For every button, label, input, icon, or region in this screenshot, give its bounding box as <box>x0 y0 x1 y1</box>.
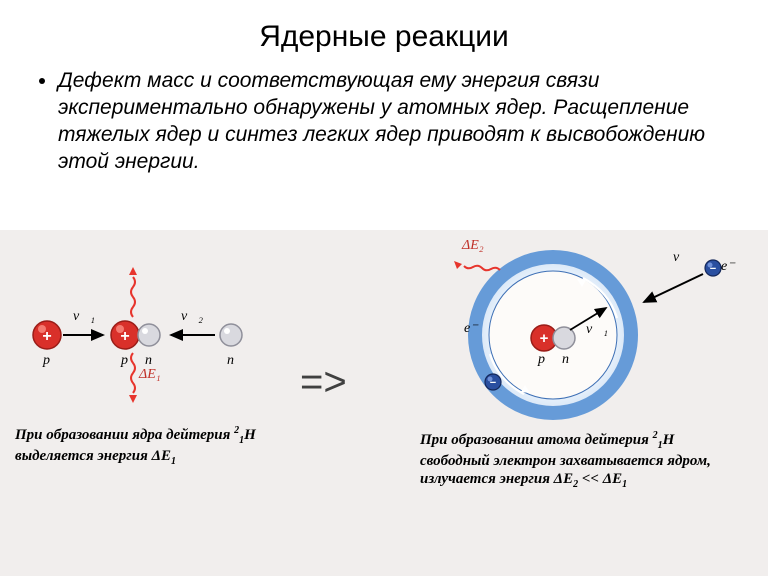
label-e1: e⁻ <box>464 320 478 337</box>
svg-text:−: − <box>490 377 496 389</box>
label-nr: n <box>562 352 569 368</box>
label-p2: p <box>121 353 128 369</box>
diagram-area: + + p p n n v⃗₁ v⃗₂ ΔE₁ <box>0 230 768 576</box>
slide-title: Ядерные реакции <box>0 0 768 54</box>
label-v1r: v⃗₁ <box>586 322 608 338</box>
bullet-1: Дефект масс и соответствующая ему энерги… <box>58 68 732 176</box>
svg-text:+: + <box>120 328 129 345</box>
caption-left: При образовании ядра дейтерия 21H выделя… <box>15 425 265 468</box>
label-n2: n <box>227 353 234 369</box>
label-v2: v⃗₂ <box>181 309 203 325</box>
label-v1: v⃗₁ <box>73 309 95 325</box>
caption-right: При образовании атома дейтерия 21H свобо… <box>420 430 740 491</box>
left-diagram: + + p p n n v⃗₁ v⃗₂ ΔE₁ <box>15 255 275 415</box>
svg-text:+: + <box>42 328 51 345</box>
label-pr: p <box>538 352 545 368</box>
label-p1: p <box>43 353 50 369</box>
label-dE1: ΔE₁ <box>139 367 161 383</box>
label-vr: v⃗ <box>673 250 690 266</box>
svg-text:+: + <box>540 330 549 347</box>
svg-text:−: − <box>710 263 716 275</box>
body-text: Дефект масс и соответствующая ему энерги… <box>0 54 768 176</box>
label-e2: e⁻ <box>721 258 735 275</box>
label-dE2: ΔE₂ <box>462 238 484 254</box>
implies-arrow: => <box>300 360 347 405</box>
right-diagram: + − − p n e⁻ e⁻ v⃗ v⃗₁ ΔE₂ <box>418 230 748 430</box>
